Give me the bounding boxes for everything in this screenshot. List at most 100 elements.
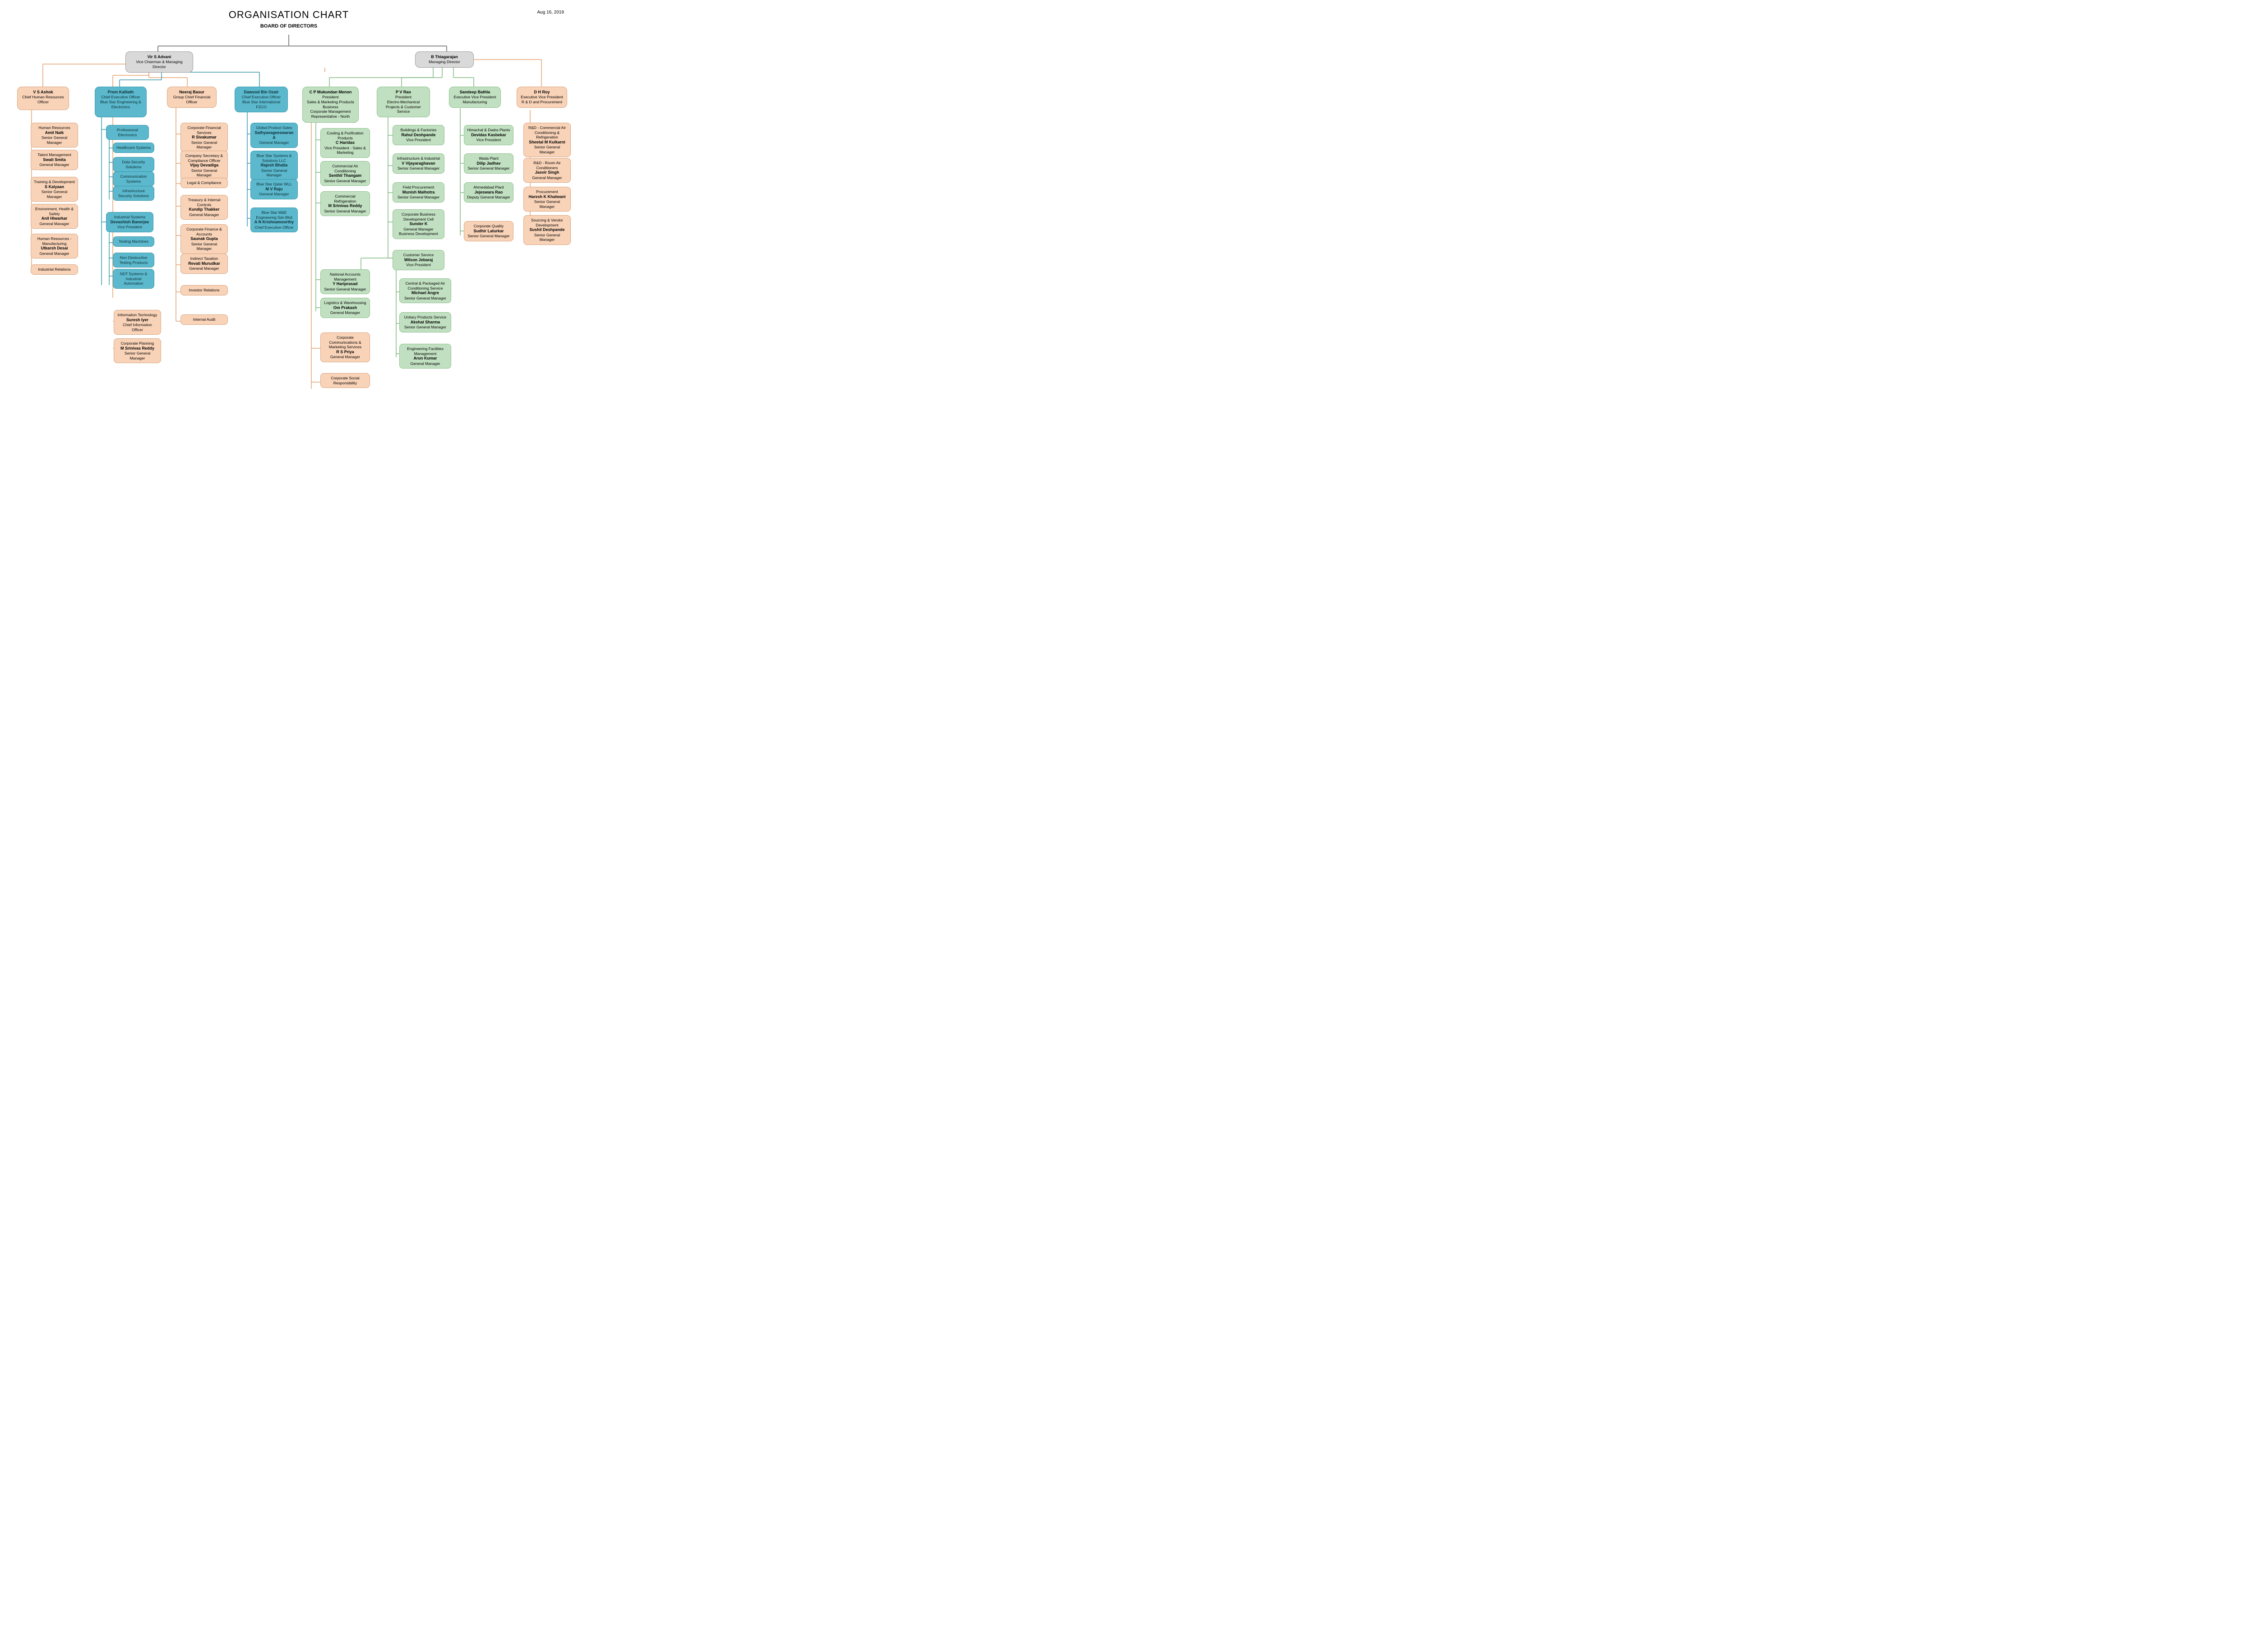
- node-name: Jasvir Singh: [527, 170, 568, 175]
- org-node: R&D - Commercial Air Conditioning & Refr…: [523, 123, 571, 157]
- org-node: Healthcare Systems: [113, 143, 154, 153]
- node-role: Vice President: [396, 263, 441, 268]
- node-bathla: Sandeep Bathla Executive Vice President …: [449, 87, 501, 108]
- node-name: Sunder K: [396, 221, 441, 226]
- node-role: Senior General Manager: [34, 189, 75, 199]
- org-node: Corporate Finance & AccountsSaunak Gupta…: [180, 224, 228, 254]
- node-dept: Industrial Relations: [34, 267, 75, 272]
- node-prof-electronics: Professional Electronics: [106, 125, 149, 140]
- node-name: Sushil Deshpande: [527, 227, 568, 232]
- org-node: Non Destructive Testing Products: [113, 253, 154, 268]
- node-dept: Procurement: [527, 189, 568, 194]
- node-role: Senior General Manager: [527, 233, 568, 242]
- node-name: Wilson Jebaraj: [396, 258, 441, 263]
- node-prem: Prem Kalliath Chief Executive Officer Bl…: [95, 87, 147, 117]
- node-role: General Manager Business Development: [396, 227, 441, 236]
- node-role: Senior General Manager: [527, 199, 568, 209]
- org-node: Wada PlantDilip JadhavSenior General Man…: [464, 153, 513, 174]
- node-name: S Kalyaan: [34, 185, 75, 189]
- node-name: R S Priya: [324, 350, 367, 355]
- page-title: ORGANISATION CHART: [9, 9, 569, 21]
- node-name: Sudhir Laturkar: [467, 229, 510, 234]
- node-dept: Corporate Financial Services: [184, 125, 225, 135]
- org-node: Industrial Relations: [31, 264, 78, 275]
- node-name: Suresh Iyer: [117, 318, 158, 323]
- node-role: Senior General Manager: [467, 234, 510, 239]
- org-node: Testing Machines: [113, 236, 154, 247]
- node-dept: Professional Electronics: [109, 128, 146, 137]
- node-neeraj: Neeraj Basur Group Chief Financial Offic…: [167, 87, 217, 108]
- node-role: Chief Executive Officer: [99, 95, 143, 100]
- org-node: Corporate Financial ServicesR SivakumarS…: [180, 123, 228, 152]
- node-name: M Srinivas Reddy: [324, 203, 367, 208]
- node-role: General Manager: [324, 355, 367, 360]
- node-name: B Thiagarajan: [419, 55, 470, 60]
- node-dept: Ahmedabad Plant: [467, 185, 510, 190]
- node-role: General Manager: [254, 192, 295, 197]
- node-role: Senior General Manager: [402, 325, 448, 330]
- node-dawood: Dawood Bin Ozair Chief Executive Officer…: [235, 87, 288, 112]
- node-role: General Manager: [527, 175, 568, 180]
- node-role: Senior General Manager: [184, 140, 225, 150]
- node-dept: Commercial Refrigeration: [324, 194, 367, 203]
- node-name: V Vijayaraghavan: [396, 161, 441, 166]
- org-node: Buildings & FactoriesRahul DeshpandeVice…: [393, 125, 444, 145]
- node-role: Managing Director: [419, 60, 470, 65]
- node-role: General Manager: [324, 310, 367, 315]
- node-name: Om Prakash: [324, 305, 367, 310]
- org-node: Global Product SalesSathyavageeswaran AG…: [250, 123, 298, 148]
- org-node: Unitary Products ServiceAkshat SharmaSen…: [399, 312, 451, 332]
- node-name: Rahul Deshpande: [396, 133, 441, 138]
- node-name: Revati Murudkar: [184, 261, 225, 266]
- node-dept: Cooling & Purification Products: [324, 131, 367, 140]
- node-role: Senior General Manager: [396, 166, 441, 171]
- node-thiagarajan: B Thiagarajan Managing Director: [415, 51, 474, 68]
- node-role2: Blue Star International FZCO: [239, 100, 284, 109]
- org-node: Infrastructure Security Solutions: [113, 186, 154, 201]
- node-role: Deputy General Manager: [467, 195, 510, 200]
- node-name: Jejeswara Rao: [467, 190, 510, 195]
- node-dept: Wada Plant: [467, 156, 510, 161]
- node-name: Senthil Thangam: [324, 173, 367, 178]
- org-node: Treasury & Internal ControlsKundip Thakk…: [180, 195, 228, 220]
- node-dept: Communication Systems: [116, 174, 151, 184]
- node-vir-advani: Vir S Advani Vice Chairman & Managing Di…: [125, 51, 193, 73]
- node-dept: Company Secretary & Compliance Officer: [184, 153, 225, 163]
- node-dept: Corporate Planning: [117, 341, 158, 346]
- node-dept: Testing Machines: [116, 239, 151, 244]
- node-name: Dawood Bin Ozair: [239, 90, 284, 95]
- node-dept: Treasury & Internal Controls: [184, 198, 225, 207]
- node-name: Rajesh Bhatia: [254, 163, 295, 168]
- node-dept: Corporate Communications & Marketing Ser…: [324, 335, 367, 350]
- node-dept: Corporate Finance & Accounts: [184, 227, 225, 236]
- org-node: NDT Systems & Industrial Automation: [113, 269, 154, 289]
- node-role: Vice President: [467, 138, 510, 143]
- node-name: Y Hariprasad: [324, 281, 367, 286]
- node-name: Prem Kalliath: [99, 90, 143, 95]
- node-role: Senior General Manager: [467, 166, 510, 171]
- node-role: Vice Chairman & Managing Director: [129, 60, 189, 69]
- node-role2: Electro-Mechanical Projects & Customer S…: [381, 100, 426, 114]
- node-name: Swati Smita: [34, 157, 75, 162]
- org-node: Indirect TaxationRevati MurudkarGeneral …: [180, 254, 228, 274]
- node-role: Chief Information Officer: [117, 323, 158, 332]
- node-rao: P V Rao President Electro-Mechanical Pro…: [377, 87, 430, 117]
- node-dept: Infrastructure Security Solutions: [116, 189, 151, 198]
- node-role: Chief Executive Officer: [254, 225, 295, 230]
- node-name: M V Raju: [254, 187, 295, 192]
- org-node: Human ResourcesAmit NaikSenior General M…: [31, 123, 78, 148]
- node-role2: Sales & Marketing Products Business: [306, 100, 355, 109]
- node-role: Executive Vice President: [521, 95, 563, 100]
- node-name: C P Mukundan Menon: [306, 90, 355, 95]
- node-role: Senior General Manager: [527, 145, 568, 154]
- node-name: A N Krishnamoorthy: [254, 220, 295, 225]
- node-it: Information Technology Suresh Iyer Chief…: [114, 310, 161, 335]
- org-node: Talent ManagementSwati SmitaGeneral Mana…: [31, 150, 78, 170]
- node-dept: Indirect Taxation: [184, 256, 225, 261]
- node-dept: Human Resources - Manufacturing: [34, 236, 75, 246]
- node-name: V S Ashok: [21, 90, 65, 95]
- node-name: Vijay Devadiga: [184, 163, 225, 168]
- node-dept: R&D - Room Air Conditioners: [527, 161, 568, 170]
- node-role: Chief Executive Officer: [239, 95, 284, 100]
- org-node: Investor Relations: [180, 285, 228, 295]
